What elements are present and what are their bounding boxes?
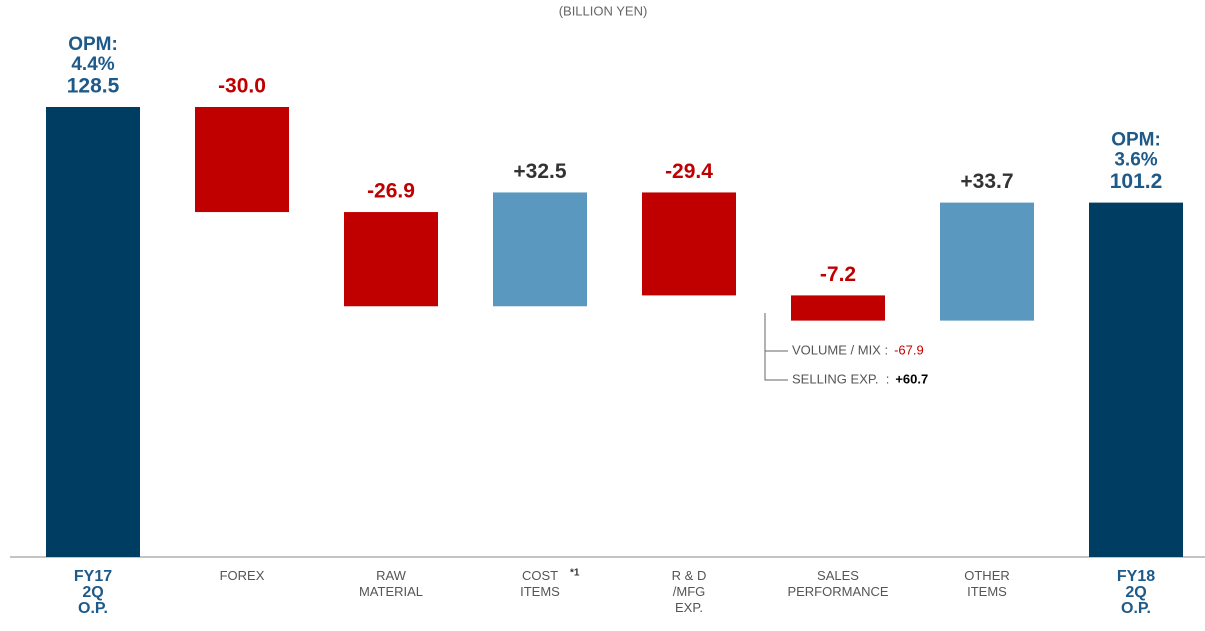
category-line: 2Q: [82, 584, 103, 601]
opm-label: 4.4%: [71, 54, 114, 75]
breakdown-value: +60.7: [895, 371, 928, 386]
category-line: 2Q: [1125, 584, 1146, 601]
category-line: SALES: [817, 568, 859, 583]
bar: [344, 212, 438, 307]
category-label: FY17 2Q O.P.: [74, 568, 112, 617]
value-label: -30.0: [218, 75, 266, 98]
category-line: RAW: [376, 568, 407, 583]
bar: [791, 295, 885, 321]
category-label: OTHER ITEMS: [964, 568, 1010, 599]
opm-label: OPM:: [1111, 130, 1161, 151]
category-note: *1: [570, 568, 580, 579]
bar: [493, 192, 587, 307]
subtitle: (BILLION YEN): [559, 3, 648, 18]
breakdown-label: SELLING EXP. :: [792, 371, 889, 386]
category-line: R & D: [672, 568, 707, 583]
bar: [1089, 202, 1183, 557]
value-label: 101.2: [1110, 170, 1163, 193]
category-line: COST: [522, 568, 558, 583]
category-line: MATERIAL: [359, 584, 423, 599]
category-label: FY18 2Q O.P.: [1117, 568, 1155, 617]
category-line: EXP.: [675, 600, 703, 615]
bar: [195, 107, 289, 213]
category-label: COST ITEMS: [520, 568, 560, 599]
bar: [46, 107, 140, 557]
category-line: O.P.: [1121, 600, 1151, 617]
category-label: RAW MATERIAL: [359, 568, 423, 599]
category-line: ITEMS: [967, 584, 1007, 599]
value-label: -29.4: [665, 160, 713, 183]
category-line: FY17: [74, 568, 112, 585]
category-line: ITEMS: [520, 584, 560, 599]
value-label: +33.7: [960, 170, 1013, 193]
category-line: OTHER: [964, 568, 1010, 583]
breakdown-value: -67.9: [894, 342, 924, 357]
category-line: O.P.: [78, 600, 108, 617]
opm-label: 3.6%: [1114, 150, 1157, 171]
category-label: SALES PERFORMANCE: [787, 568, 888, 599]
category-line: FY18: [1117, 568, 1155, 585]
category-label: R & D/MFG EXP.: [672, 568, 707, 615]
breakdown-bracket: [764, 313, 788, 381]
category-label: FOREX: [220, 568, 265, 583]
category-line: /MFG: [673, 584, 706, 599]
opm-label: OPM:: [68, 34, 118, 55]
bar: [940, 202, 1034, 321]
bar: [642, 192, 736, 296]
category-line: FOREX: [220, 568, 265, 583]
value-label: +32.5: [513, 160, 566, 183]
value-label: -7.2: [820, 263, 856, 286]
category-line: PERFORMANCE: [787, 584, 888, 599]
value-label: -26.9: [367, 180, 415, 203]
breakdown-label: VOLUME / MIX :: [792, 342, 888, 357]
value-label: 128.5: [67, 75, 120, 98]
